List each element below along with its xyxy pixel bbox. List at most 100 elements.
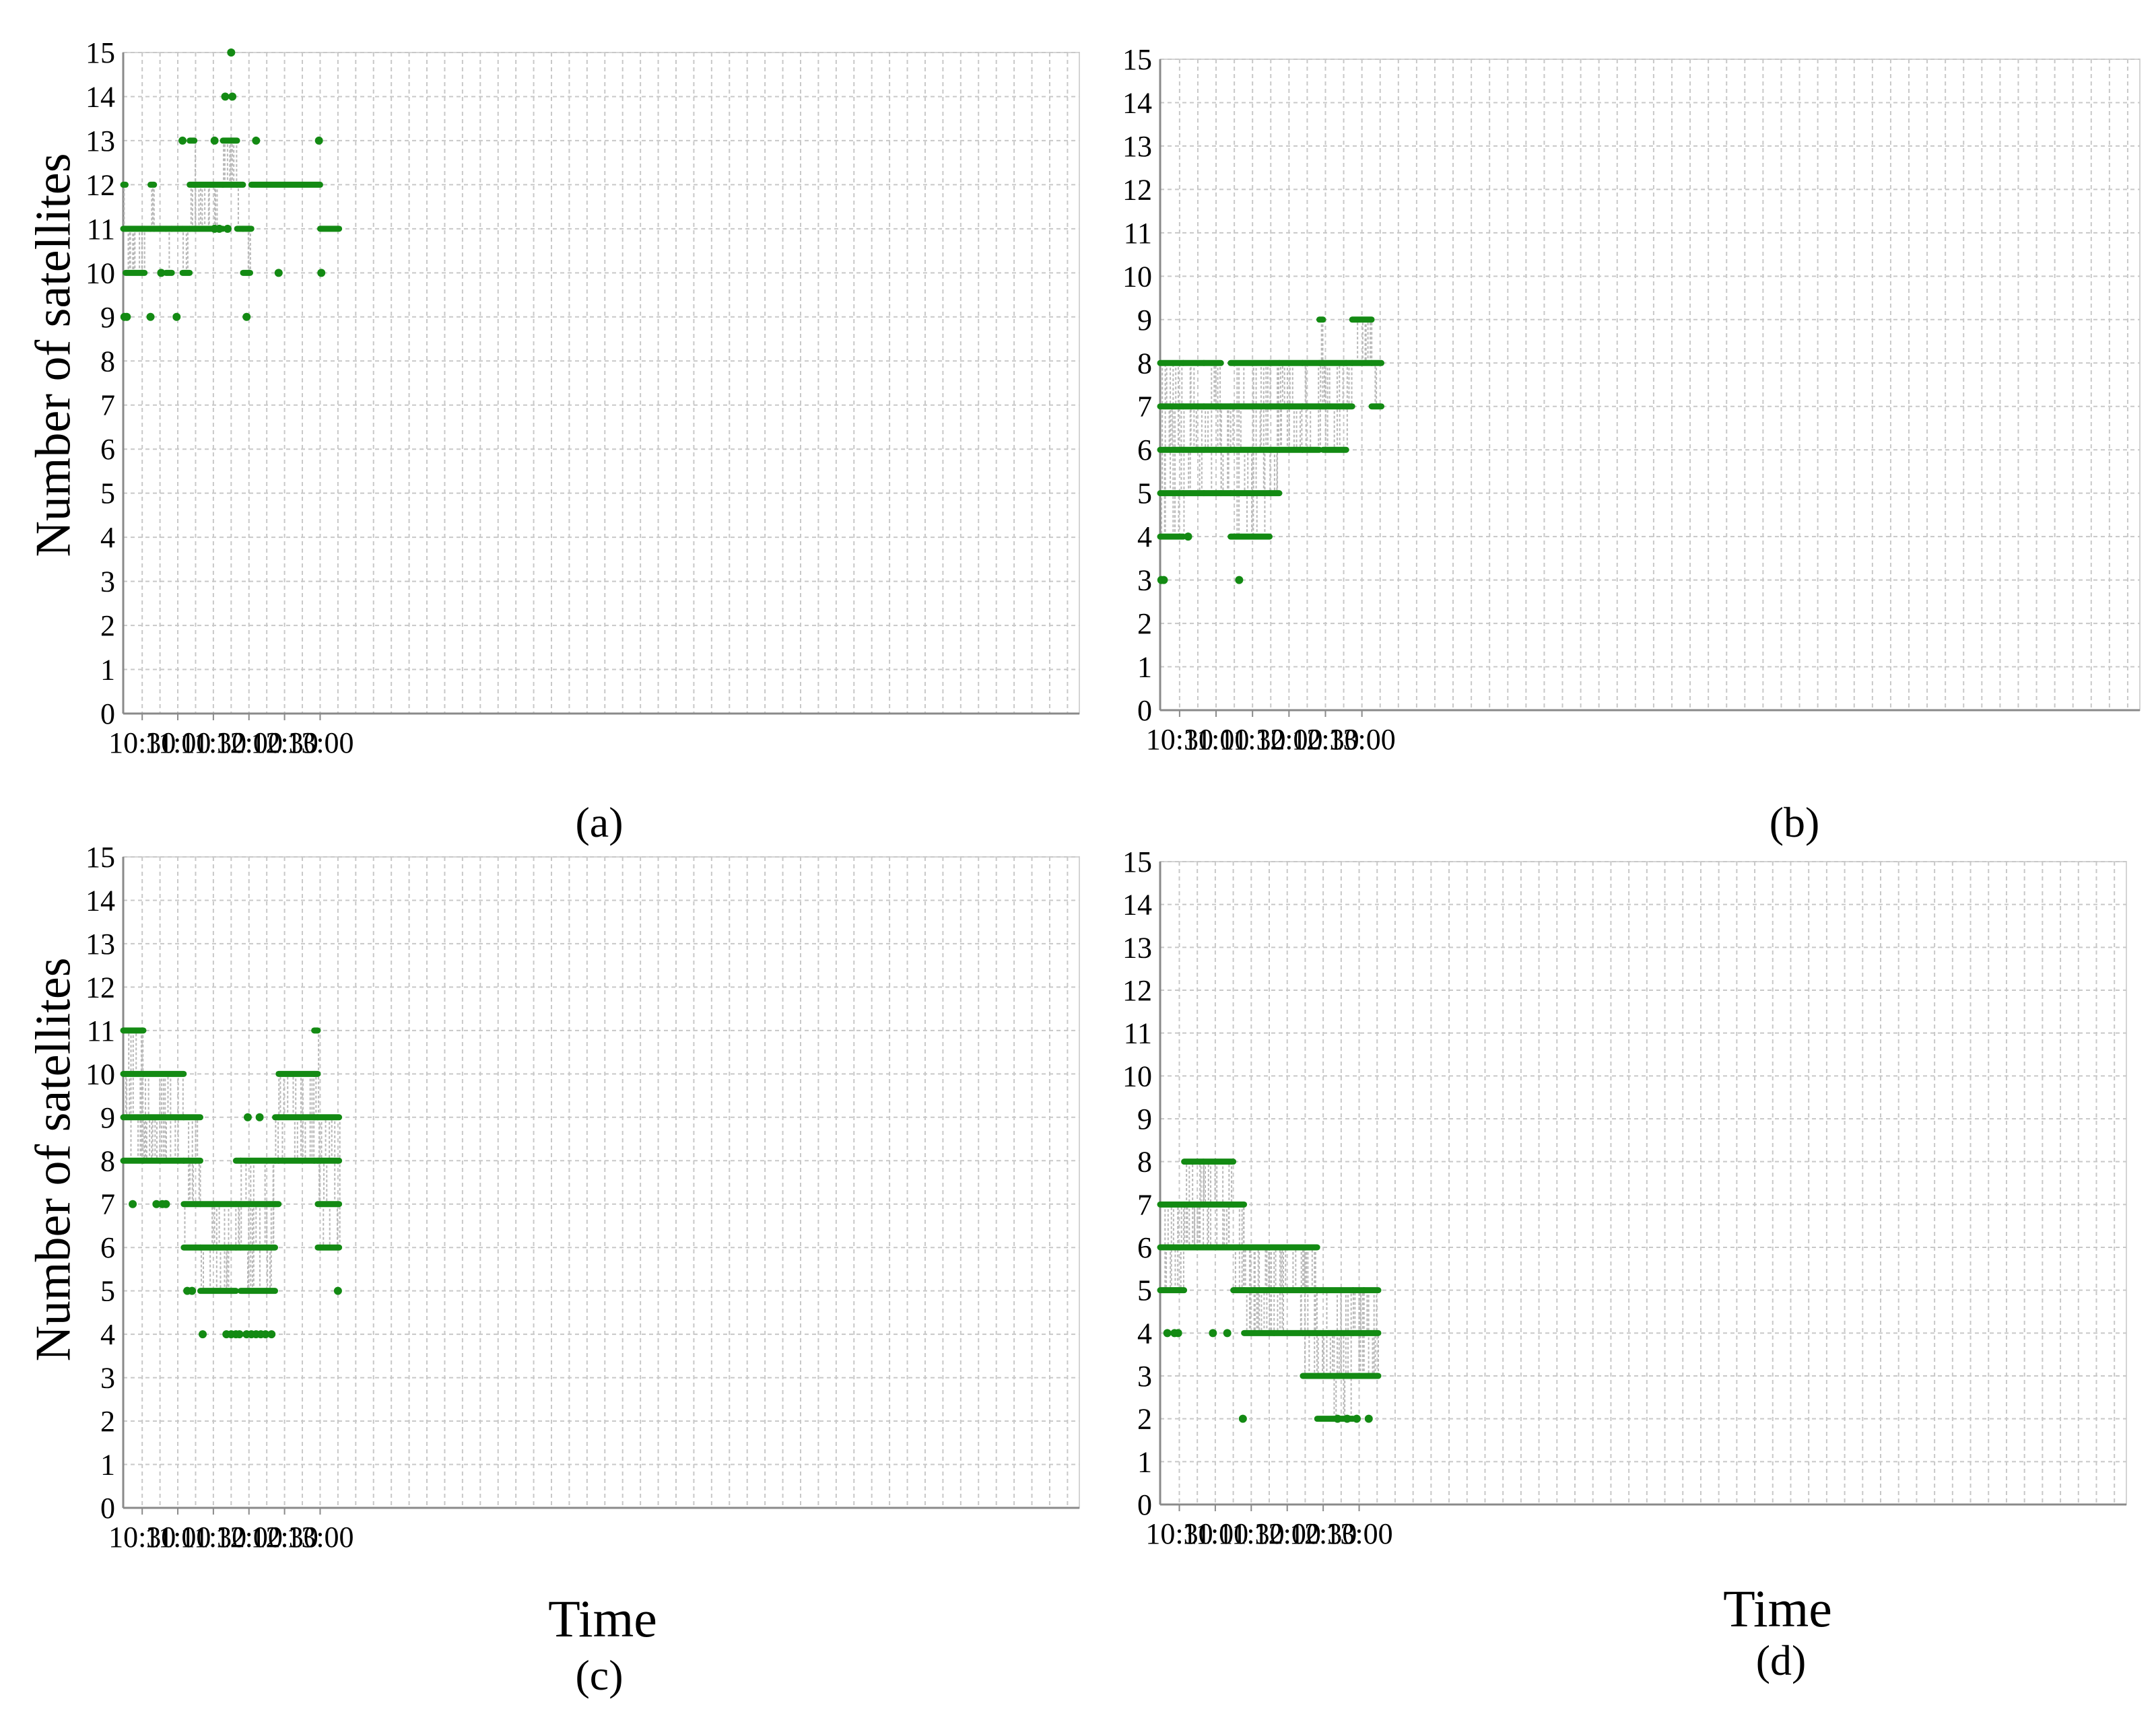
data-point — [1343, 1414, 1351, 1423]
data-point — [210, 136, 219, 145]
y-tick-label: 9 — [1137, 304, 1152, 337]
data-point — [1159, 576, 1168, 584]
y-tick-label: 10 — [1122, 260, 1152, 293]
caption-d: (d) — [1755, 1636, 1807, 1684]
y-tick-label: 5 — [100, 477, 115, 510]
caption-a: (a) — [575, 798, 624, 846]
x-tick-label: 12:00 — [1255, 723, 1322, 756]
y-tick-label: 10 — [86, 1058, 115, 1091]
y-tick-label: 12 — [1122, 974, 1152, 1007]
data-point — [152, 1200, 161, 1208]
data-point — [1223, 1329, 1232, 1338]
ylabel-bottom: Number of satellites — [26, 957, 81, 1362]
x-tick-label: 10:30 — [108, 1521, 176, 1554]
y-tick-label: 15 — [1122, 845, 1152, 878]
y-tick-label: 1 — [1137, 1445, 1152, 1478]
y-tick-label: 1 — [100, 654, 115, 687]
data-point — [1333, 1414, 1342, 1423]
data-point — [252, 136, 261, 145]
y-tick-label: 13 — [86, 928, 115, 961]
y-tick-label: 2 — [1137, 1403, 1152, 1436]
x-tick-label: 12:30 — [1289, 1517, 1357, 1550]
x-tick-label: 13:00 — [1325, 1517, 1392, 1550]
data-point — [274, 269, 283, 277]
caption-b: (b) — [1769, 798, 1820, 846]
data-point — [188, 1286, 197, 1295]
data-point — [261, 1330, 270, 1339]
y-tick-label: 9 — [100, 1101, 115, 1134]
data-point — [1209, 1329, 1217, 1338]
xlabel-right: Time — [1723, 1579, 1832, 1638]
chart-panel-d: 012345678910111213141510:3011:0011:3012:… — [1122, 845, 2127, 1550]
y-tick-label: 12 — [86, 168, 115, 201]
y-tick-label: 13 — [1122, 931, 1152, 964]
data-point — [215, 224, 224, 233]
x-tick-label: 10:30 — [108, 726, 176, 759]
y-tick-label: 5 — [1137, 477, 1152, 510]
y-tick-label: 11 — [87, 213, 115, 246]
data-point — [1184, 532, 1192, 541]
y-tick-label: 4 — [100, 1318, 115, 1351]
data-point — [228, 92, 237, 101]
data-point — [123, 312, 131, 321]
y-tick-label: 12 — [1122, 173, 1152, 206]
data-point — [1235, 576, 1244, 584]
data-point — [1238, 1414, 1247, 1423]
data-point — [162, 1200, 170, 1208]
x-tick-label: 12:30 — [250, 726, 318, 759]
y-tick-label: 6 — [1137, 434, 1152, 466]
y-tick-label: 7 — [100, 389, 115, 422]
y-tick-label: 8 — [100, 1144, 115, 1177]
y-tick-label: 6 — [100, 1231, 115, 1264]
chart-panel-a: 012345678910111213141510:3011:0011:3012:… — [86, 36, 1080, 759]
y-tick-label: 3 — [1137, 564, 1152, 597]
plot-area — [123, 856, 1080, 1509]
x-tick-label: 12:00 — [215, 726, 283, 759]
xlabel-left: Time — [548, 1589, 657, 1648]
x-tick-label: 12:30 — [250, 1521, 318, 1554]
y-tick-label: 0 — [1137, 694, 1152, 727]
y-tick-label: 2 — [100, 1405, 115, 1438]
caption-c: (c) — [575, 1651, 624, 1699]
x-tick-label: 11:30 — [1218, 1517, 1285, 1550]
data-point — [221, 92, 230, 101]
x-tick-label: 13:00 — [286, 726, 353, 759]
connector-lines — [123, 140, 251, 273]
y-tick-label: 0 — [100, 697, 115, 730]
plot-area — [1159, 59, 2141, 711]
y-tick-label: 12 — [86, 971, 115, 1004]
data-point — [1174, 1329, 1182, 1338]
y-tick-label: 5 — [1137, 1274, 1152, 1307]
y-tick-label: 4 — [100, 521, 115, 554]
data-point — [255, 1113, 264, 1121]
ylabel-top: Number of satellites — [26, 153, 81, 557]
y-tick-label: 15 — [1122, 43, 1152, 76]
x-tick-label: 13:00 — [1328, 723, 1396, 756]
y-tick-label: 8 — [1137, 1146, 1152, 1179]
x-tick-label: 11:00 — [1182, 1517, 1249, 1550]
data-point — [146, 312, 155, 321]
y-tick-label: 2 — [1137, 607, 1152, 640]
y-tick-label: 11 — [87, 1014, 115, 1047]
data-point — [172, 312, 181, 321]
y-tick-label: 15 — [86, 841, 115, 874]
y-tick-label: 6 — [100, 433, 115, 466]
y-tick-label: 7 — [100, 1188, 115, 1221]
y-tick-label: 4 — [1137, 1317, 1152, 1350]
y-tick-label: 0 — [100, 1492, 115, 1525]
data-point — [242, 312, 251, 321]
chart-panel-b: 012345678910111213141510:3011:0011:3012:… — [1122, 43, 2141, 756]
x-tick-label: 13:00 — [286, 1521, 353, 1554]
y-tick-label: 15 — [86, 36, 115, 69]
y-tick-label: 10 — [1122, 1060, 1152, 1093]
y-tick-label: 3 — [100, 1362, 115, 1395]
x-tick-label: 12:30 — [1291, 723, 1359, 756]
x-tick-label: 10:30 — [1146, 723, 1213, 756]
y-tick-label: 13 — [1122, 130, 1152, 163]
data-point — [235, 1330, 244, 1339]
y-tick-label: 3 — [1137, 1360, 1152, 1393]
y-tick-label: 10 — [86, 256, 115, 289]
data-point — [1352, 1414, 1361, 1423]
y-tick-label: 14 — [86, 884, 115, 917]
